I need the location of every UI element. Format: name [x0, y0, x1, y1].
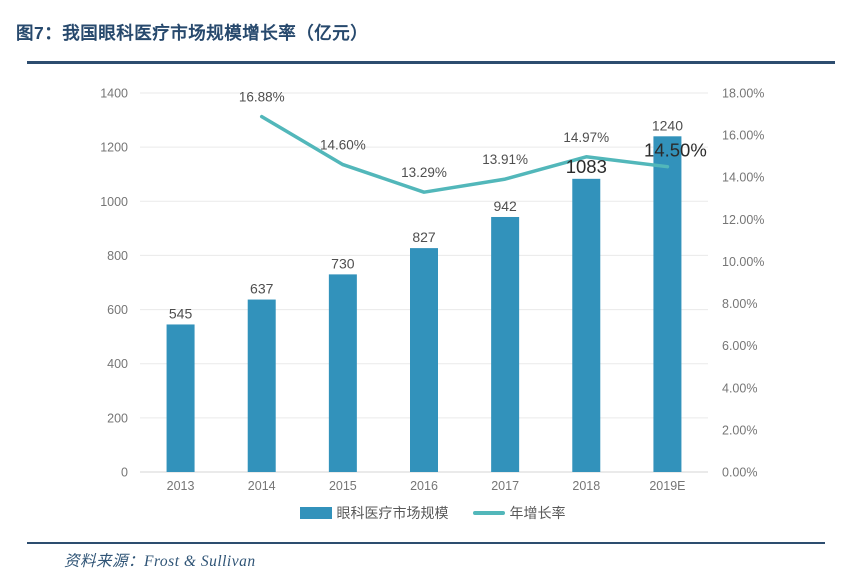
- x-axis-tick: 2016: [410, 479, 438, 493]
- chart-svg: 1400 1200 1000 800 600 400 200 0 18.00% 16.00% 14.…: [100, 87, 764, 494]
- x-axis-tick: 2015: [329, 479, 357, 493]
- bar-value-label: 637: [250, 281, 274, 297]
- bar-swatch-icon: [299, 507, 332, 519]
- x-axis-tick: 2013: [167, 479, 195, 493]
- bar: [572, 178, 601, 472]
- left-axis-tick: 1400: [100, 87, 128, 101]
- right-axis-tick: 4.00%: [722, 381, 757, 395]
- right-axis-tick: 18.00%: [722, 87, 764, 101]
- left-axis-tick: 600: [107, 303, 128, 317]
- bottom-divider: [27, 542, 825, 544]
- bar: [166, 324, 195, 472]
- left-axis-tick: 1200: [100, 141, 128, 155]
- x-axis-tick: 2014: [248, 479, 276, 493]
- bar: [328, 274, 357, 472]
- growth-value-label: 16.88%: [239, 90, 285, 105]
- bar-value-label: 942: [493, 198, 517, 214]
- right-axis-tick: 6.00%: [722, 339, 757, 353]
- bar: [247, 299, 276, 472]
- growth-value-label: 13.29%: [401, 165, 447, 180]
- bar-value-label: 827: [412, 229, 436, 245]
- legend-label-growth-rate: 年增长率: [509, 505, 566, 521]
- bar-value-label: 1240: [652, 117, 683, 133]
- legend-item-growth-rate: 年增长率: [472, 503, 566, 523]
- bar-value-label: 1083: [566, 156, 607, 177]
- legend-label-market-size: 眼科医疗市场规模: [336, 505, 449, 521]
- x-axis-tick: 2018: [572, 479, 600, 493]
- right-axis-tick: 8.00%: [722, 297, 757, 311]
- line-swatch-icon: [472, 511, 505, 515]
- chart-area: 1400 1200 1000 800 600 400 200 0 18.00% 16.00% 14.…: [0, 80, 865, 500]
- bar: [491, 216, 520, 472]
- chart-legend: 眼科医疗市场规模 年增长率: [0, 503, 865, 523]
- right-axis-tick: 10.00%: [722, 255, 764, 269]
- growth-value-label: 13.91%: [482, 152, 528, 167]
- bar-value-label: 545: [169, 305, 193, 321]
- x-axis-tick: 2017: [491, 479, 519, 493]
- right-axis-tick: 16.00%: [722, 129, 764, 143]
- right-axis-tick: 0.00%: [722, 466, 757, 480]
- legend-item-market-size: 眼科医疗市场规模: [299, 503, 449, 523]
- right-axis-tick: 12.00%: [722, 213, 764, 227]
- source-note: 资料来源：Frost & Sullivan: [64, 553, 256, 570]
- left-axis-tick: 800: [107, 249, 128, 263]
- growth-value-label: 14.60%: [320, 138, 366, 153]
- growth-value-label: 14.97%: [563, 130, 609, 145]
- bar: [653, 136, 682, 473]
- bar: [410, 248, 438, 472]
- growth-line: [259, 114, 670, 194]
- x-axis-tick: 2019E: [649, 479, 685, 493]
- growth-value-label: 14.50%: [644, 140, 707, 161]
- figure-title: 图7：我国眼科医疗市场规模增长率（亿元）: [16, 23, 369, 43]
- top-divider: [27, 61, 835, 64]
- left-axis-tick: 200: [107, 411, 128, 425]
- left-axis-tick: 400: [107, 357, 128, 371]
- right-axis-tick: 14.00%: [722, 171, 764, 185]
- bar-value-label: 730: [331, 255, 355, 271]
- left-axis-tick: 1000: [100, 195, 128, 209]
- left-axis-tick: 0: [121, 466, 128, 480]
- right-axis-tick: 2.00%: [722, 423, 757, 437]
